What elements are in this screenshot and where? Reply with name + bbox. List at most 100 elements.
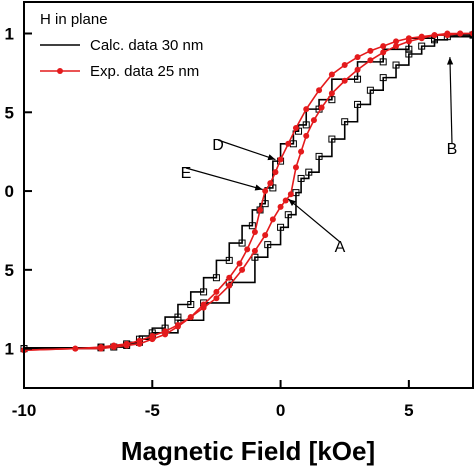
- exp-data-point: [226, 274, 233, 281]
- x-tick-label: 5: [404, 401, 413, 420]
- exp-data-point: [149, 336, 156, 343]
- legend: H in plane Calc. data 30 nm Exp. data 25…: [40, 11, 203, 80]
- calc-data-point: [405, 45, 413, 53]
- x-tick-label: -10: [12, 401, 37, 420]
- annotation-arrow-a: [287, 198, 341, 243]
- exp-data-point: [457, 30, 464, 37]
- exp-data-point: [393, 43, 400, 50]
- exp-data-point: [200, 301, 207, 308]
- annotations: A B D E: [181, 57, 457, 256]
- exp-data-point: [341, 77, 348, 84]
- calc-data-point: [264, 241, 272, 249]
- x-tick-label: -5: [145, 401, 160, 420]
- calc-data-point: [238, 239, 246, 247]
- exp-data-point: [277, 203, 284, 210]
- exp-data-point: [328, 71, 335, 78]
- plot-curves: [20, 30, 474, 354]
- annotation-arrowhead-e: [254, 184, 263, 191]
- exp-data-point: [236, 260, 243, 267]
- exp-data-point: [277, 156, 284, 163]
- exp-data-point: [262, 232, 269, 239]
- exp-data-point: [97, 345, 104, 352]
- calc-data-point: [379, 74, 387, 82]
- calc-data-point: [354, 75, 362, 83]
- exp-data-point: [257, 206, 264, 213]
- calc-data-point: [328, 135, 336, 143]
- exp-data-point: [341, 62, 348, 69]
- exp-data-point: [174, 323, 181, 330]
- calc-data-point: [418, 42, 426, 50]
- exp-data-point: [187, 314, 194, 321]
- exp-data-point: [292, 164, 299, 171]
- exp-data-point: [262, 188, 269, 195]
- exp-data-point: [303, 106, 310, 113]
- annotation-arrowhead-a: [288, 198, 296, 207]
- exp-data-point: [303, 132, 310, 139]
- annotation-arrow-b: [449, 57, 453, 145]
- exp-data-point: [354, 66, 361, 73]
- x-axis-title: Magnetic Field [kOe]: [121, 436, 375, 466]
- calc-data-point: [251, 253, 259, 261]
- annotation-arrow-d: [217, 139, 276, 161]
- exp-data-point: [431, 32, 438, 39]
- exp-data-point: [298, 148, 305, 155]
- calc-data-point: [328, 96, 336, 104]
- exp-data-point: [251, 229, 258, 236]
- calc-data-point: [379, 58, 387, 66]
- y-tick-label: 0: [5, 182, 14, 201]
- exp-data-point: [123, 342, 130, 349]
- calc-data-point: [297, 174, 305, 182]
- calc-data-point: [248, 222, 256, 230]
- exp-data-point: [213, 288, 220, 295]
- exp-data-point: [393, 38, 400, 45]
- plot-frame: [23, 1, 474, 389]
- calc-data-point: [225, 256, 233, 264]
- x-tick-label: 0: [276, 401, 285, 420]
- calc-data-point: [305, 168, 313, 176]
- calc-data-point: [269, 184, 277, 192]
- calc-data-point: [366, 86, 374, 94]
- legend-entry-calc: Calc. data 30 nm: [90, 37, 203, 54]
- exp-data-point: [272, 169, 279, 176]
- exp-data-point: [251, 247, 258, 254]
- exp-data-point: [136, 340, 143, 347]
- exp-data-point: [367, 57, 374, 64]
- exp-data-point: [310, 117, 317, 124]
- legend-marker-exp: [57, 68, 63, 74]
- calc-data-point: [405, 50, 413, 58]
- legend-entry-exp: Exp. data 25 nm: [90, 63, 199, 80]
- exp-data-point: [239, 266, 246, 273]
- legend-title: H in plane: [40, 11, 108, 28]
- exp-data-point: [282, 197, 289, 204]
- exp-data-point: [380, 49, 387, 56]
- y-tick-label: 1: [5, 25, 14, 44]
- exp-data-point: [316, 87, 323, 94]
- exp-data-point: [287, 191, 294, 198]
- exp-data-point: [72, 345, 79, 352]
- exp-data-point: [110, 344, 117, 351]
- calc-data-point: [392, 61, 400, 69]
- calc-data-point: [302, 121, 310, 129]
- y-tick-label: 5: [5, 261, 14, 280]
- y-tick-label: 5: [5, 103, 14, 122]
- series-0-branch-0-line: [24, 35, 474, 350]
- exp-data-point: [269, 216, 276, 223]
- exp-data-point: [418, 33, 425, 40]
- calc-data-point: [187, 300, 195, 308]
- calc-data-point: [174, 313, 182, 321]
- exp-data-point: [213, 295, 220, 302]
- exp-data-point: [285, 140, 292, 147]
- calc-data-point: [200, 288, 208, 296]
- exp-data-point: [367, 47, 374, 54]
- exp-data-point: [405, 35, 412, 42]
- exp-data-point: [226, 282, 233, 289]
- exp-data-point: [444, 30, 451, 37]
- calc-data-point: [212, 274, 220, 282]
- calc-data-point: [315, 152, 323, 160]
- axis-ticks: -10 -5 0 5 1 5 0 5 1: [5, 25, 414, 420]
- annotation-arrow-e: [185, 167, 263, 191]
- exp-data-point: [244, 246, 251, 253]
- exp-data-point: [292, 125, 299, 132]
